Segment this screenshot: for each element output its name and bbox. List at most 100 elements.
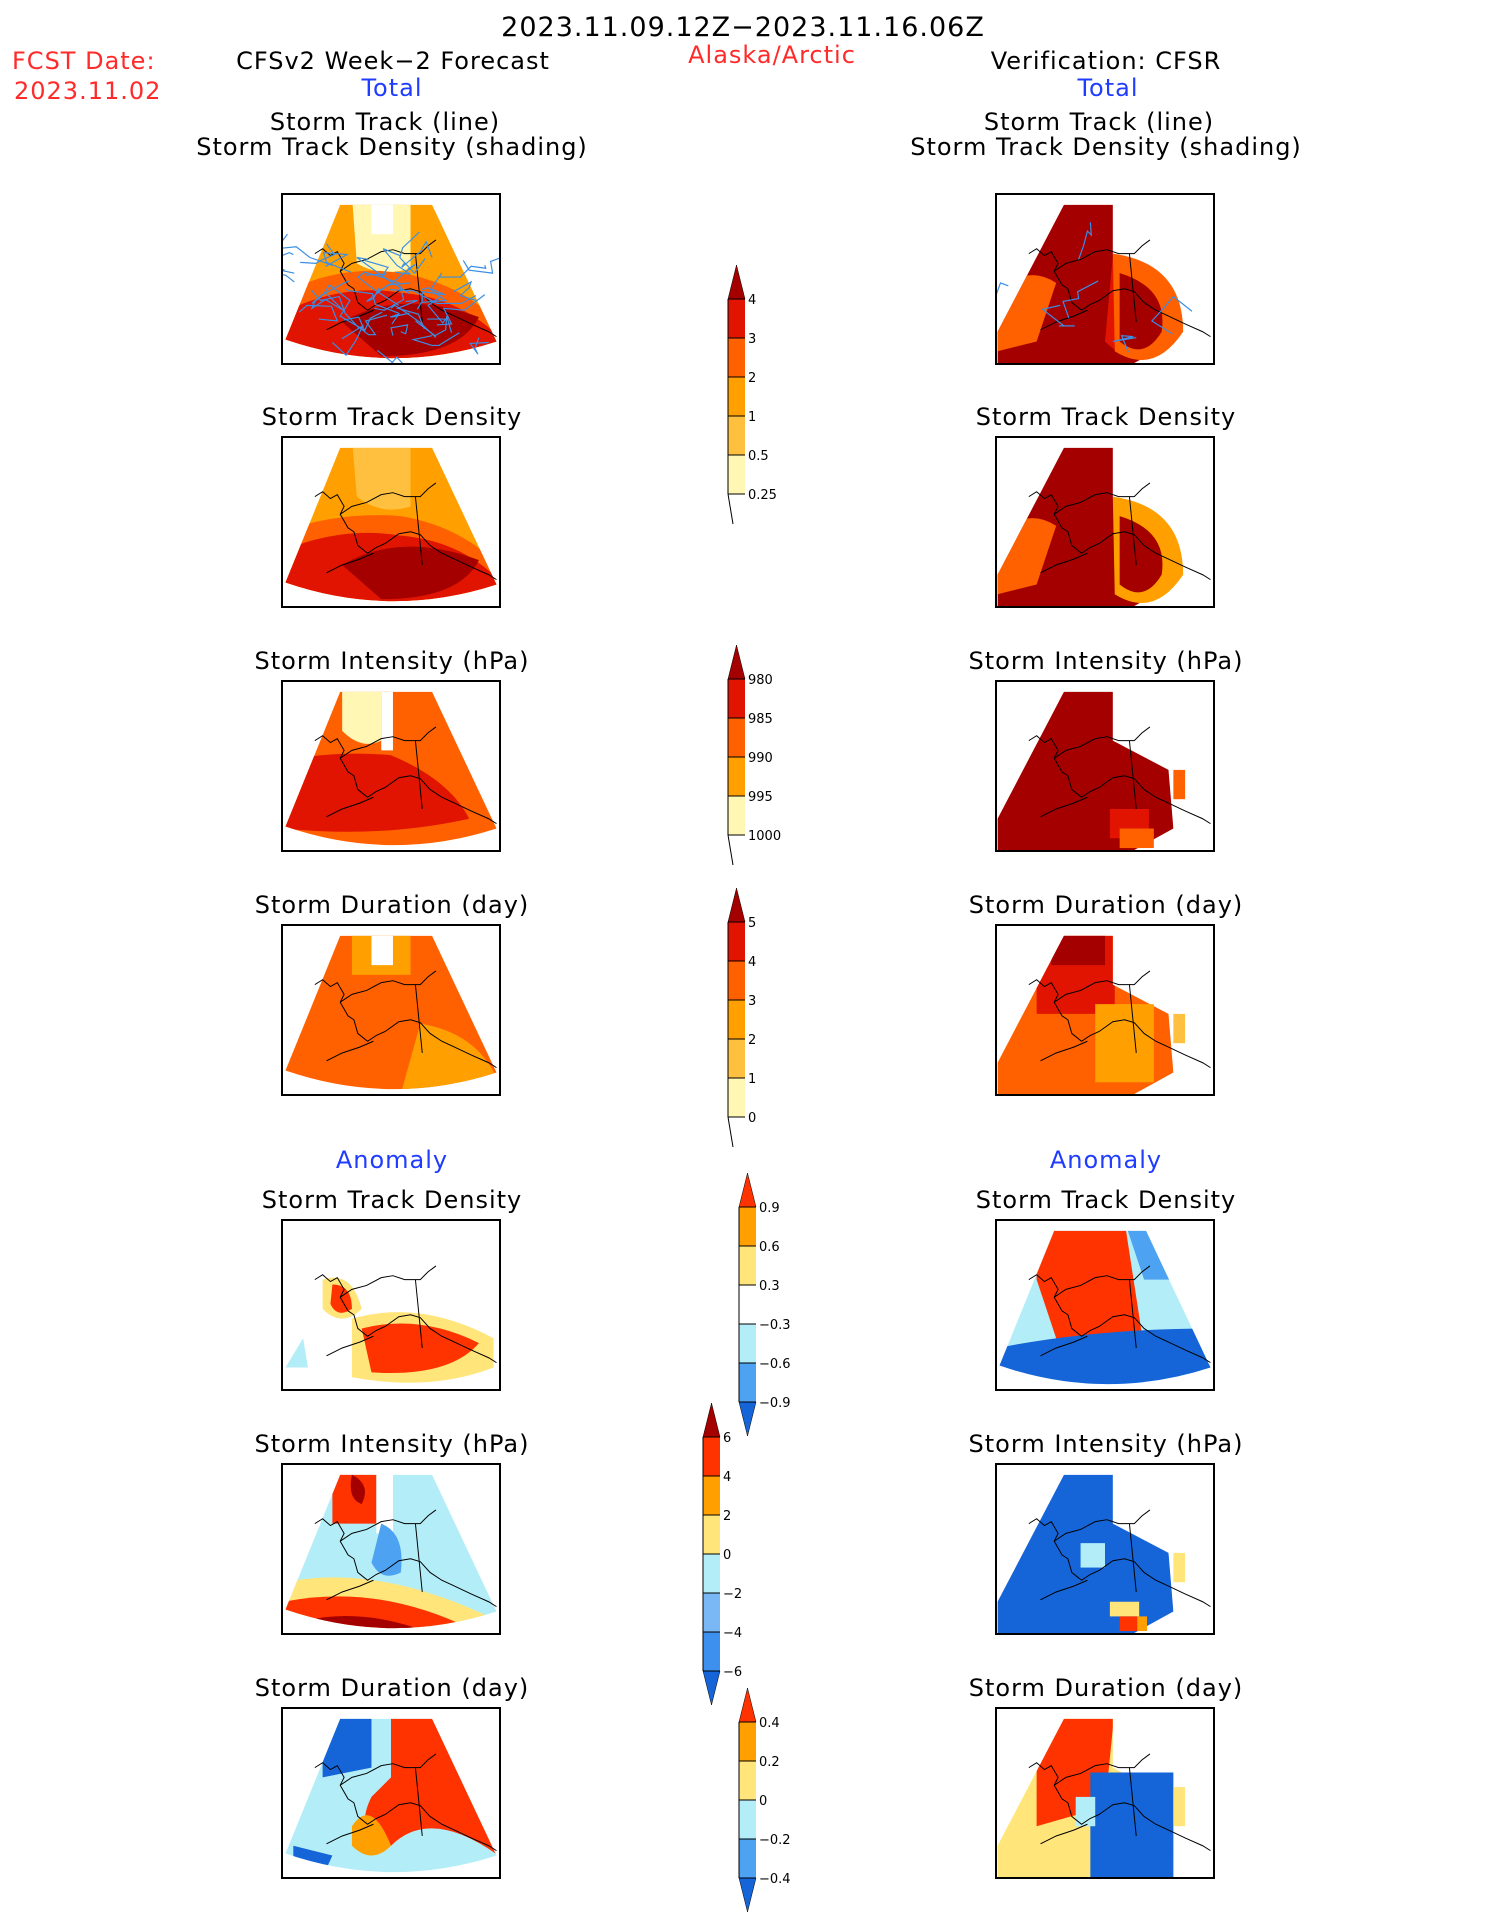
coastline-path xyxy=(1053,1509,1151,1542)
coastline-path xyxy=(1028,735,1211,825)
storm-track-line xyxy=(462,257,499,274)
storm-track-line xyxy=(1112,334,1137,353)
coastline xyxy=(314,726,497,825)
shading-region xyxy=(285,753,470,832)
map-fcst-total-density xyxy=(281,436,501,608)
border-line xyxy=(1128,1279,1137,1349)
shading-region xyxy=(342,691,382,744)
panel-title: Storm Track Density xyxy=(261,1186,523,1214)
colorbar-intensity-anomaly: 6 4 2 0 −2 −4 −6 xyxy=(697,1402,777,1707)
border-line xyxy=(414,496,423,566)
coastline xyxy=(1028,726,1211,825)
coastline-path xyxy=(1053,1265,1151,1298)
storm-track-line xyxy=(1150,295,1193,335)
colorbar-segment xyxy=(739,1285,756,1324)
colorbar-segment xyxy=(728,757,745,796)
panel-title: Storm Track Density (shading) xyxy=(910,133,1302,161)
map-fcst-total-intensity xyxy=(281,680,501,852)
storm-track-line xyxy=(436,294,486,326)
colorbar-density: 4 3 2 1 0.5 0.25 xyxy=(722,264,802,549)
region-title: Alaska/Arctic xyxy=(688,41,856,69)
shaded-field xyxy=(285,447,497,602)
storm-track-line xyxy=(469,337,489,355)
aleutians-path xyxy=(1040,796,1088,818)
colorbar-tick-label: 2 xyxy=(748,1033,756,1048)
shading-region xyxy=(342,546,479,600)
aleutians-path xyxy=(1040,1040,1088,1062)
coastline xyxy=(314,1509,497,1608)
storm-track-line xyxy=(390,304,437,339)
date-range-title: 2023.11.09.12Z−2023.11.16.06Z xyxy=(501,12,985,43)
aleutians-path xyxy=(326,1040,374,1062)
grid-cell xyxy=(1080,1543,1105,1568)
aleutians-path xyxy=(1040,552,1088,574)
panel-title: Storm Duration (day) xyxy=(968,1674,1244,1702)
map-cfsr-total-intensity xyxy=(995,680,1215,852)
grid-cell xyxy=(1173,1787,1186,1827)
colorbar-duration: 5 4 3 2 1 0 xyxy=(722,887,802,1172)
shading-region xyxy=(361,1323,479,1374)
shading-region xyxy=(371,1523,402,1576)
storm-track-line xyxy=(390,324,409,336)
colorbar-tick-label: 0.2 xyxy=(759,1755,780,1770)
colorbar-segment xyxy=(739,1839,756,1878)
storm-track-line xyxy=(411,332,460,347)
colorbar-tick-label: −6 xyxy=(723,1665,742,1680)
colorbar-tick-label: 0 xyxy=(723,1548,731,1563)
aleutians-path xyxy=(326,552,374,574)
panel-title: Storm Duration (day) xyxy=(968,891,1244,919)
aleutians-path xyxy=(326,1823,374,1845)
colorbar-over-triangle xyxy=(738,1687,757,1723)
map-fcst-anom-intensity xyxy=(281,1463,501,1635)
border-line xyxy=(414,740,423,810)
colorbar-tick-label: −4 xyxy=(723,1626,742,1641)
storm-tracks xyxy=(997,222,1193,353)
map-cfsr-total-track xyxy=(995,193,1215,365)
map-cfsr-total-duration xyxy=(995,924,1215,1096)
border-line xyxy=(1128,984,1137,1054)
coastline-path xyxy=(1053,970,1151,1003)
border-line xyxy=(414,984,423,1054)
storm-track-line xyxy=(401,240,433,268)
colorbar-tick-label: 4 xyxy=(748,955,756,970)
colorbar-segment xyxy=(703,1593,720,1632)
colorbar-segment xyxy=(739,1761,756,1800)
colorbar-segment xyxy=(728,1000,745,1039)
colorbar-tick-label: 2 xyxy=(748,371,756,386)
colorbar-over-triangle xyxy=(727,887,746,923)
colorbar-segment xyxy=(728,1078,745,1117)
coastline xyxy=(1028,1509,1211,1608)
colorbar-under-triangle xyxy=(702,1670,721,1706)
shading-region xyxy=(381,691,393,751)
map-cfsr-anom-density xyxy=(995,1219,1215,1391)
colorbar-tick-label: 6 xyxy=(723,1431,731,1446)
grid-cell xyxy=(1109,1601,1140,1617)
panel-title: Storm Intensity (hPa) xyxy=(254,647,530,675)
map-cfsr-anom-duration xyxy=(995,1707,1215,1879)
colorbar-tick-label: 0.3 xyxy=(759,1279,780,1294)
colorbar-segment xyxy=(728,299,745,338)
colorbar-segment xyxy=(739,1324,756,1363)
colorbar-over-triangle xyxy=(738,1172,757,1208)
storm-track-line xyxy=(427,296,447,324)
colorbar-tick-label: 990 xyxy=(748,751,773,766)
colorbar-segment xyxy=(728,455,745,494)
fcst-date-value: 2023.11.02 xyxy=(14,77,162,105)
colorbar-segment xyxy=(728,377,745,416)
colorbar-tick-label: 0.5 xyxy=(748,449,769,464)
shading-region xyxy=(351,1815,391,1856)
shading-region xyxy=(342,303,479,357)
shaded-field xyxy=(997,691,1174,850)
coastline-path xyxy=(1053,482,1151,515)
colorbar-over-triangle xyxy=(702,1402,721,1438)
panel-title: Storm Intensity (hPa) xyxy=(254,1430,530,1458)
storm-track-line xyxy=(283,251,294,256)
fcst-date-label: FCST Date: xyxy=(12,47,156,75)
storm-track-line xyxy=(283,268,295,274)
grid-cell xyxy=(1173,1013,1186,1044)
aleutians-path xyxy=(326,1579,374,1601)
verification-column-title: Verification: CFSR xyxy=(990,47,1222,75)
panel-title: Storm Track Density (shading) xyxy=(196,133,588,161)
map-cfsr-total-density xyxy=(995,436,1215,608)
colorbar-tail xyxy=(727,1116,734,1148)
